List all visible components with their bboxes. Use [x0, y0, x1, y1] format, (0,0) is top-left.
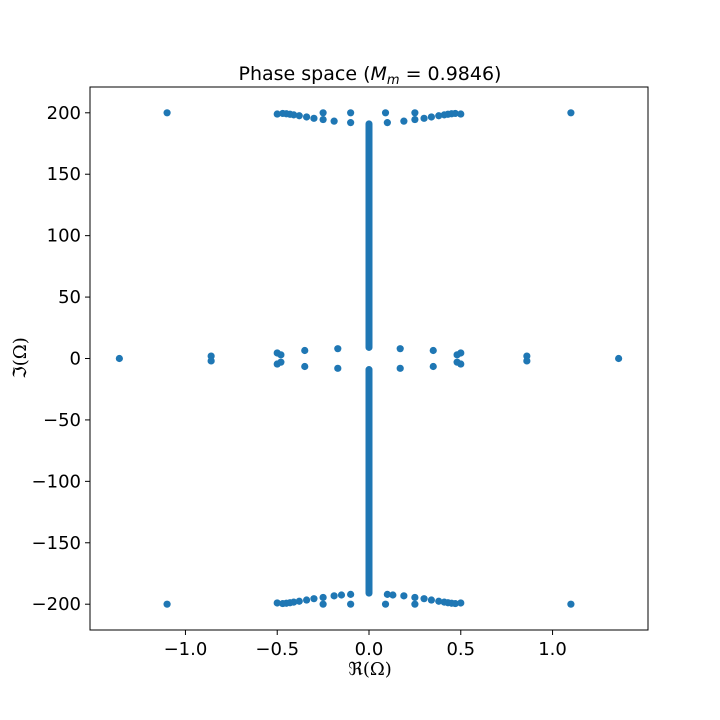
scatter-point — [411, 600, 419, 608]
scatter-point — [319, 593, 327, 602]
scatter-point — [615, 354, 623, 363]
y-tick-label: −100 — [32, 471, 81, 492]
scatter-point — [453, 358, 461, 366]
scatter-point — [457, 599, 465, 607]
scatter-point — [301, 362, 309, 371]
x-tick-label: 0.5 — [446, 639, 475, 660]
scatter-point — [440, 598, 448, 606]
y-tick-label: 50 — [58, 287, 81, 308]
scatter-point — [567, 600, 575, 608]
scatter-point — [330, 592, 338, 600]
scatter-point — [396, 364, 404, 372]
y-tick-label: 150 — [47, 164, 81, 185]
scatter-point — [295, 112, 303, 120]
x-tick-label: −1.0 — [164, 639, 208, 660]
y-tick-label: −150 — [32, 533, 81, 554]
scatter-point — [420, 595, 428, 603]
scatter-point — [429, 346, 437, 355]
x-tick-label: 1.0 — [538, 639, 567, 660]
scatter-point — [435, 112, 443, 120]
scatter-point — [427, 113, 436, 121]
scatter-point — [429, 362, 437, 371]
scatter-point — [163, 600, 171, 608]
x-axis-label: ℜ(Ω) — [348, 659, 392, 680]
scatter-point — [337, 591, 346, 599]
scatter-point — [420, 114, 428, 122]
scatter-point — [302, 113, 311, 121]
scatter-point — [389, 591, 397, 599]
x-tick-label: 0.0 — [355, 639, 384, 660]
scatter-point — [334, 345, 342, 353]
y-axis-label: ℑ(Ω) — [10, 337, 31, 379]
x-tick-label: −0.5 — [255, 639, 299, 660]
scatter-point — [411, 115, 419, 124]
scatter-point — [523, 357, 531, 365]
scatter-point — [319, 115, 327, 124]
scatter-point — [330, 117, 338, 125]
scatter-point — [427, 596, 436, 604]
scatter-point — [290, 111, 298, 119]
scatter-point — [310, 114, 318, 122]
scatter-point — [115, 354, 123, 363]
scatter-point — [383, 119, 391, 127]
scatter-point — [411, 593, 419, 602]
y-tick-label: −50 — [43, 410, 81, 431]
scatter-point — [453, 351, 461, 359]
scatter-point — [277, 358, 285, 366]
scatter-point — [347, 600, 355, 608]
scatter-point — [567, 109, 575, 117]
y-tick-label: 100 — [47, 226, 81, 247]
chart-title: Phase space (Mm = 0.9846) — [239, 63, 502, 88]
scatter-point — [319, 109, 327, 117]
scatter-point — [319, 600, 327, 608]
scatter-point — [273, 599, 281, 607]
scatter-point — [396, 345, 404, 353]
scatter-point — [290, 598, 298, 606]
scatter-point — [383, 590, 391, 598]
y-tick-label: 0 — [70, 349, 81, 370]
scatter-point — [411, 109, 419, 117]
scatter-point — [400, 117, 408, 125]
y-tick-label: 200 — [47, 103, 81, 124]
scatter-point — [347, 119, 355, 127]
scatter-point — [334, 364, 342, 372]
scatter-point — [440, 111, 448, 119]
scatter-point — [381, 109, 390, 117]
scatter-point — [277, 351, 285, 359]
scatter-point — [381, 600, 390, 608]
scatter-point — [347, 590, 355, 598]
scatter-point — [457, 110, 465, 118]
scatter-point — [435, 597, 443, 605]
scatter-point — [273, 110, 281, 118]
scatter-point — [347, 109, 355, 117]
scatter-point — [301, 346, 309, 355]
scatter-point — [163, 109, 171, 117]
scatter-point — [295, 597, 303, 605]
scatter-point — [310, 595, 318, 603]
scatter-point — [302, 596, 311, 604]
scatter-point — [400, 592, 408, 600]
y-tick-label: −200 — [32, 594, 81, 615]
scatter-point — [207, 357, 215, 365]
